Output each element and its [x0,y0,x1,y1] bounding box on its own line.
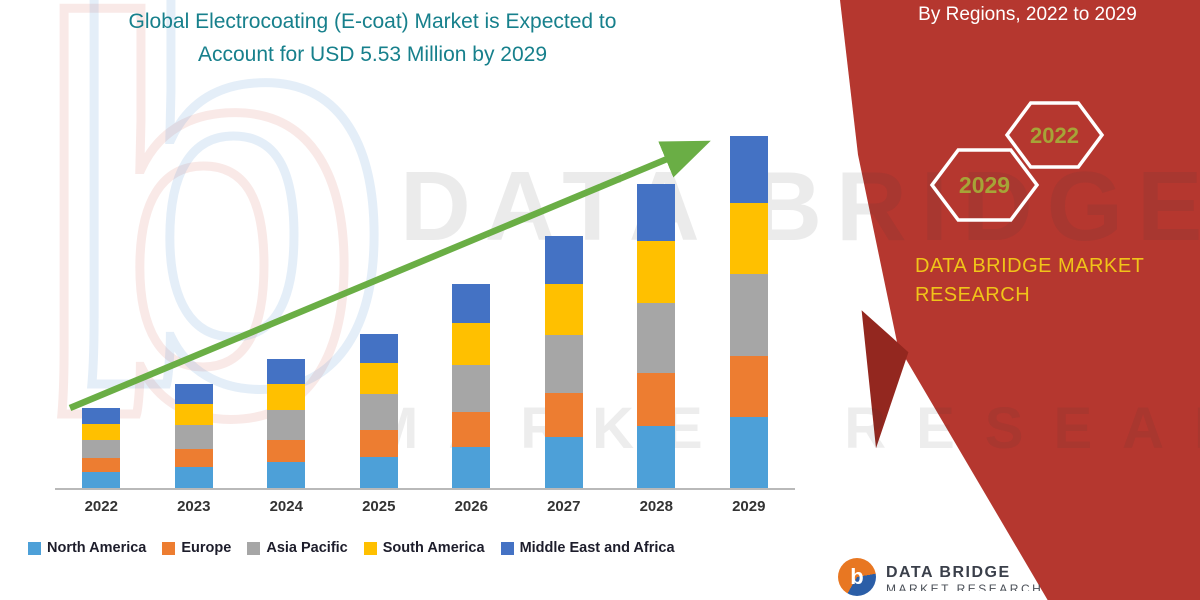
bar-segment-asia-pacific [82,439,121,459]
x-axis-label-2024: 2024 [269,498,303,515]
stacked-bar-2024 [267,358,306,488]
legend-label: Asia Pacific [266,540,348,556]
bar-segment-north-america [174,467,213,488]
bar-segment-europe [267,439,306,462]
year-hexagons: 2029 2022 [929,101,1105,222]
stacked-bar-2027 [544,235,583,488]
stacked-bar-2022 [82,408,121,488]
panel-brand-line2: RESEARCH [915,284,1031,306]
bar-segment-north-america [359,456,398,488]
legend-label: Europe [181,540,232,556]
chart-legend: North America Europe Asia Pacific South Ame… [28,540,808,556]
bar-segment-asia-pacific [174,425,213,450]
chart-title-line2: Account for USD 5.53 Million by 2029 [197,42,547,66]
bar-segment-asia-pacific [359,394,398,431]
hexagon-2029 [929,148,1040,222]
bar-segment-asia-pacific [267,409,306,440]
legend-swatch-icon [247,541,261,555]
stacked-bar-2023 [174,384,213,488]
legend-label: South America [382,540,485,556]
x-axis-labels: 2022 2023 2024 2025 2026 2027 2028 2029 [55,498,795,515]
bar-segment-europe [729,355,768,417]
bar-segment-north-america [452,446,491,488]
stacked-bar-2026 [452,284,491,488]
stacked-bar-2025 [359,334,398,488]
legend-item-south-america: South America [363,540,485,556]
bar-segment-south-america [544,283,583,335]
panel-brand-text: DATA BRIDGE MARKET RESEARCH [915,252,1165,310]
bar-segment-middle-east-and-africa [82,408,121,424]
bar-segment-middle-east-and-africa [729,136,768,203]
bar-segment-north-america [544,437,583,488]
bar-segment-middle-east-and-africa [174,384,213,404]
panel-brand-line1: DATA BRIDGE MARKET [915,255,1145,277]
bar-segment-south-america [174,404,213,425]
x-axis-label-2023: 2023 [177,498,211,515]
bar-segment-south-america [82,423,121,440]
bar-segment-south-america [359,363,398,395]
panel-heading: By Regions, 2022 to 2029 [918,4,1137,25]
bar-segment-asia-pacific [544,334,583,394]
stacked-bar-2028 [637,183,676,488]
stacked-bar-plot [55,135,795,490]
bar-segment-europe [637,373,676,427]
footer-brand-sub: MARKET RESEARCH [886,581,1044,591]
hexagon-2022-label: 2022 [1030,123,1079,148]
bar-segment-north-america [267,461,306,488]
legend-label: Middle East and Africa [519,540,675,556]
bar-segment-asia-pacific [637,302,676,374]
bar-segment-middle-east-and-africa [544,235,583,284]
legend-item-north-america: North America [28,540,146,556]
hexagon-2029-label: 2029 [959,172,1010,198]
hexagon-2022 [1004,101,1105,169]
x-axis-label-2025: 2025 [362,498,396,515]
footer-brand-block: b DATA BRIDGE MARKET RESEARCH [838,558,1043,596]
legend-label: North America [47,540,147,556]
bar-segment-europe [544,393,583,438]
bar-segment-europe [359,430,398,457]
legend-item-europe: Europe [162,540,231,556]
databridge-logo-icon: b [838,558,876,596]
bar-segment-north-america [637,426,676,488]
bar-segment-middle-east-and-africa [267,358,306,384]
bar-segment-south-america [452,323,491,365]
legend-swatch-icon [500,541,514,555]
bar-segment-middle-east-and-africa [637,183,676,242]
legend-item-middle-east-and-africa: Middle East and Africa [500,540,675,556]
bar-segment-middle-east-and-africa [452,284,491,324]
bar-segment-europe [82,458,121,473]
stacked-bar-2029 [729,136,768,488]
x-axis-label-2026: 2026 [454,498,488,515]
chart-title-line1: Global Electrocoating (E-coat) Market is… [128,10,617,33]
bar-segment-asia-pacific [452,364,491,412]
legend-swatch-icon [28,541,41,555]
bar-segment-north-america [729,416,768,488]
bar-segment-middle-east-and-africa [359,334,398,364]
legend-swatch-icon [162,541,176,555]
x-axis-label-2029: 2029 [732,498,766,515]
chart-title: Global Electrocoating (E-coat) Market is… [65,6,680,71]
bar-segment-europe [174,449,213,467]
legend-swatch-icon [363,541,377,555]
footer-text: DATA BRIDGE MARKET RESEARCH [886,564,1043,591]
x-axis-label-2027: 2027 [547,498,581,515]
legend-item-asia-pacific: Asia Pacific [247,540,348,556]
bar-segment-south-america [729,202,768,275]
footer-brand-name: DATA BRIDGE [886,563,1011,581]
bar-segment-south-america [267,383,306,410]
bar-segment-europe [452,411,491,447]
x-axis-label-2028: 2028 [639,498,673,515]
x-axis-label-2022: 2022 [84,498,118,515]
bar-segment-north-america [82,472,121,488]
bar-segment-south-america [637,241,676,303]
bar-segment-asia-pacific [729,274,768,356]
